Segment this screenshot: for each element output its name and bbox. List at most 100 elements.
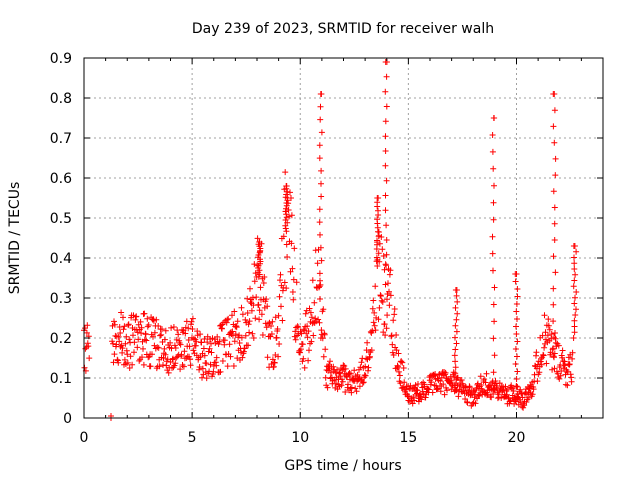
data-point [550,318,557,325]
data-point [571,277,578,284]
data-point [440,381,447,388]
data-point [172,345,179,351]
data-point [283,241,290,248]
data-point [338,382,345,389]
data-point [376,258,383,265]
data-point [300,355,307,362]
data-point [530,386,537,393]
data-point [251,261,258,268]
data-point [224,316,231,323]
data-point [393,332,400,338]
data-point [551,365,558,372]
x-tick-label: 5 [188,430,197,446]
data-point [491,182,497,189]
data-point [490,301,497,308]
data-point [551,220,558,227]
data-point [472,400,479,407]
data-point [356,383,363,390]
data-point [514,391,521,397]
data-point [283,183,290,189]
data-point [177,341,184,348]
data-point [386,288,392,295]
data-point [513,331,520,337]
data-point [231,338,238,345]
data-point [251,278,258,285]
data-point [283,214,290,221]
data-point [161,336,168,343]
data-point [382,207,389,214]
data-point [197,331,204,338]
data-point [573,289,580,295]
data-point [122,340,129,347]
data-point [411,397,418,404]
data-point [339,378,346,385]
data-point [317,103,324,110]
data-point [280,233,287,240]
data-point [196,364,203,370]
data-point [569,349,576,356]
data-point [213,362,220,369]
data-point [271,359,278,366]
data-point [414,387,421,394]
data-point [489,148,496,155]
data-point [550,285,557,292]
data-point [523,399,530,405]
data-point [177,366,184,373]
data-point [555,342,562,349]
data-point [86,355,93,362]
data-point [380,253,387,259]
data-point [360,379,367,386]
data-point [198,339,205,346]
data-point [316,283,323,290]
data-point [359,379,366,386]
data-point [171,342,178,349]
data-point [382,118,389,125]
data-point [395,368,402,375]
data-point [545,322,552,329]
data-point [117,330,124,336]
data-point [162,351,169,358]
data-point [309,277,316,284]
data-point [154,344,161,351]
chart-title: Day 239 of 2023, SRMTID for receiver wal… [192,21,494,37]
data-point [141,310,148,317]
data-point [513,383,520,390]
data-point [451,382,458,389]
x-tick-label: 20 [508,430,526,446]
data-point [142,331,149,338]
data-point [289,289,296,295]
data-point [203,375,210,382]
data-point [116,338,123,345]
data-point [513,376,520,382]
data-point [361,372,368,379]
data-point [382,162,389,169]
data-point [239,311,246,318]
data-point [364,339,371,346]
data-point [292,336,299,343]
data-point [208,349,215,356]
data-point [321,331,328,338]
data-point [377,293,384,299]
data-point [316,155,323,162]
data-point [231,308,238,315]
data-point [352,385,359,392]
data-point [274,326,281,332]
data-point [550,345,557,352]
data-point [283,205,289,212]
data-point [111,318,117,325]
data-point [514,316,520,322]
data-point [490,335,497,342]
data-point [551,107,558,114]
data-point [395,363,401,370]
data-point [293,279,300,286]
data-point [382,332,389,339]
data-point [390,352,397,358]
data-point [488,394,495,401]
data-point [181,348,188,355]
data-point [550,253,557,260]
data-point [491,352,498,359]
data-point [490,199,497,206]
data-point [454,298,461,305]
x-axis-title: GPS time / hours [284,458,401,474]
